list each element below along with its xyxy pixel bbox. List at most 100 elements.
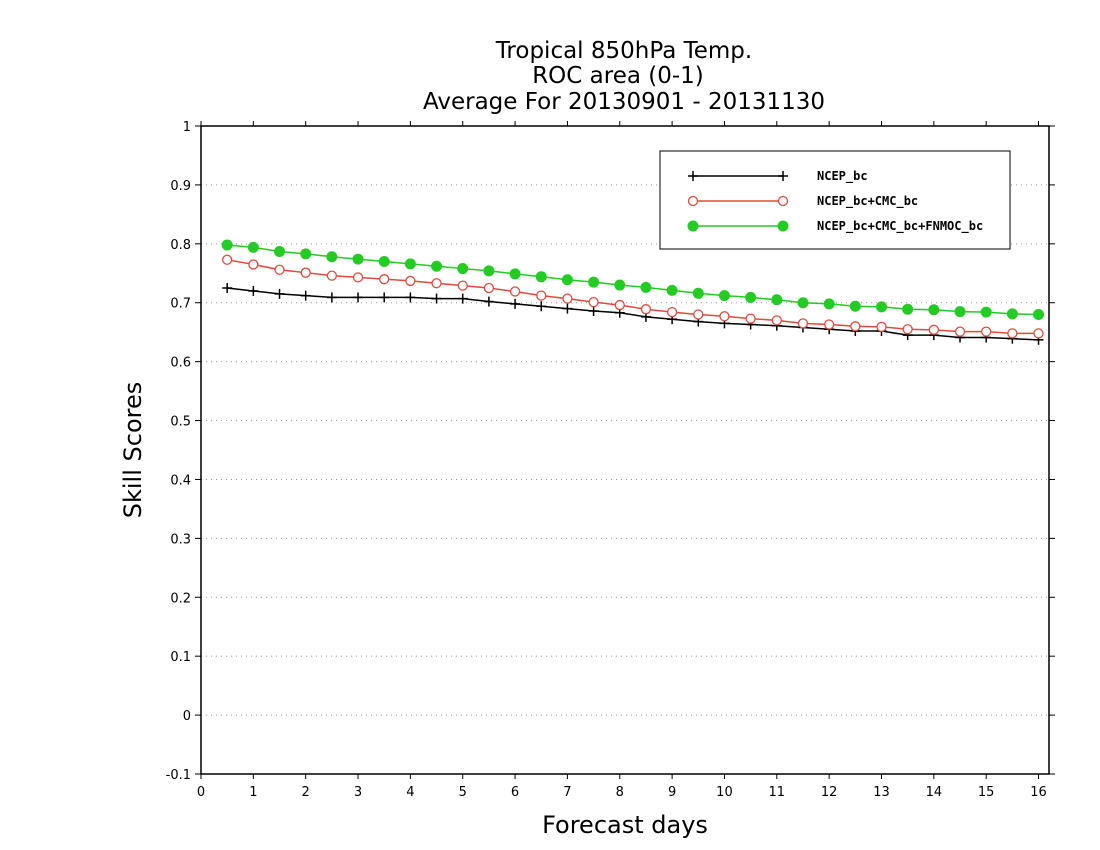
data-point (902, 324, 913, 335)
y-tick-label: 0.7 (170, 297, 191, 312)
data-point (980, 306, 992, 318)
data-point (483, 265, 495, 277)
data-point (300, 267, 311, 278)
legend-label: NCEP_bc+CMC_bc+FNMOC_bc (817, 219, 983, 234)
data-point (379, 274, 390, 285)
data-point (457, 263, 469, 275)
legend-item: NCEP_bc (688, 169, 868, 184)
data-point (823, 319, 835, 330)
series-1 (222, 283, 1044, 345)
data-point (588, 305, 599, 316)
x-tick-label: 13 (873, 785, 890, 800)
data-point (902, 303, 914, 315)
data-point (352, 253, 364, 265)
data-point (1007, 328, 1018, 339)
chart-title-line-1: Tropical 850hPa Temp. (495, 38, 752, 64)
data-point (588, 276, 600, 288)
y-axis-tick-labels: -0.1 0 0.1 0.2 0.3 0.4 0.5 0.6 0.7 0.8 0.9 1 (166, 120, 191, 783)
data-point (274, 245, 286, 257)
x-tick-label: 5 (459, 785, 467, 800)
x-tick-label: 10 (716, 785, 733, 800)
x-tick-label: 0 (197, 785, 205, 800)
legend-item: NCEP_bc+CMC_bc (687, 194, 918, 209)
x-tick-label: 2 (302, 785, 310, 800)
data-point (300, 290, 311, 301)
gridlines (201, 184, 1049, 716)
data-point (954, 326, 966, 337)
legend: NCEP_bc NCEP_bc+CMC_bc NCEP_bc+CMC_bc+FNMO… (659, 150, 1011, 250)
data-point (274, 264, 285, 275)
x-tick-label: 9 (668, 785, 676, 800)
data-point (510, 298, 521, 309)
y-tick-label: 0.4 (170, 473, 191, 488)
x-tick-label: 3 (354, 785, 362, 800)
data-point (1006, 308, 1018, 320)
data-point (875, 301, 887, 313)
data-point (353, 292, 364, 303)
legend-marker (778, 171, 788, 181)
data-point (378, 255, 390, 267)
chart-title-line-2: ROC area (0-1) (532, 63, 704, 89)
data-point (614, 279, 626, 291)
data-point (536, 301, 547, 312)
data-point (797, 297, 809, 309)
x-tick-label: 14 (926, 785, 943, 800)
x-tick-label: 12 (821, 785, 838, 800)
axis-ticks (195, 121, 1055, 779)
data-point (300, 248, 312, 260)
data-point (666, 284, 678, 296)
series-line (227, 244, 1039, 316)
data-point (483, 296, 494, 307)
data-point (928, 304, 940, 316)
data-point (379, 292, 390, 303)
data-point (849, 300, 861, 312)
y-tick-label: 0.9 (170, 179, 191, 194)
data-point (222, 283, 233, 293)
data-point (562, 303, 573, 314)
data-point (666, 307, 678, 318)
plot-frame (200, 125, 1050, 775)
data-point (771, 294, 783, 306)
x-tick-label: 1 (249, 785, 257, 800)
x-tick-label: 7 (563, 785, 571, 800)
legend-item: NCEP_bc+CMC_bc+FNMOC_bc (687, 219, 983, 234)
legend-marker (687, 195, 699, 207)
data-point (509, 268, 521, 280)
y-tick-label: 0.6 (170, 356, 191, 371)
data-point (745, 291, 757, 303)
data-point (248, 285, 259, 296)
data-point (536, 290, 547, 301)
data-point (457, 280, 468, 291)
data-point (326, 292, 337, 303)
data-point (509, 286, 521, 297)
chart-title: Tropical 850hPa Temp. ROC area (0-1) Ave… (423, 38, 825, 115)
data-point (640, 281, 652, 293)
data-point (221, 239, 233, 251)
data-point (352, 272, 364, 283)
data-point (405, 275, 416, 287)
data-point (404, 258, 416, 270)
data-point (222, 254, 233, 265)
data-point (248, 259, 259, 270)
legend-marker (687, 220, 699, 232)
series-3 (221, 239, 1045, 321)
series-2 (222, 254, 1044, 339)
x-tick-label: 4 (406, 785, 414, 800)
data-point (823, 298, 835, 310)
data-point (692, 287, 704, 299)
data-point (431, 260, 443, 272)
data-point (431, 293, 442, 304)
y-tick-label: 1 (183, 120, 191, 135)
legend-marker (688, 171, 698, 181)
data-point (850, 321, 861, 332)
data-point (326, 270, 338, 281)
data-point (640, 304, 652, 315)
data-point (274, 288, 285, 299)
y-tick-label: 0 (183, 709, 191, 724)
data-point (457, 293, 468, 304)
data-point (693, 309, 704, 320)
data-point (719, 311, 730, 322)
series-line (227, 258, 1039, 335)
data-point (562, 293, 573, 304)
